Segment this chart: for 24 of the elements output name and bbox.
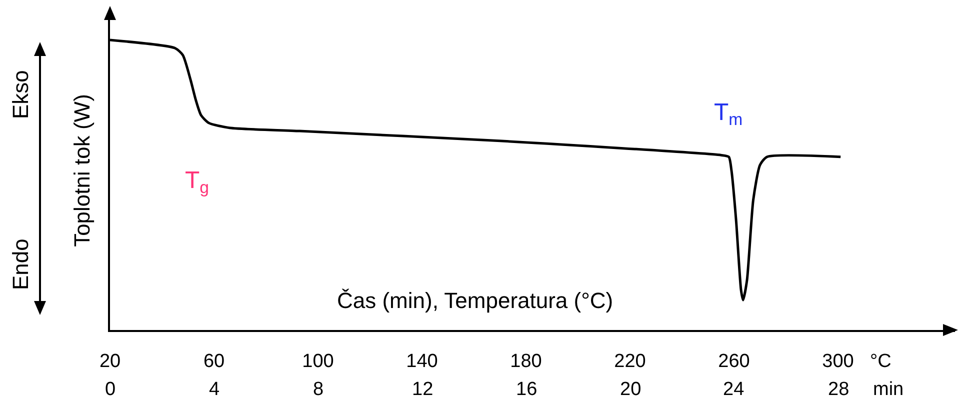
text: Endo <box>8 238 33 290</box>
x-tick-label: 300 <box>822 350 854 372</box>
x2-tick-label: 8 <box>313 379 324 400</box>
x2-tick-label: 4 <box>209 379 220 400</box>
x2-tick-label: 24 <box>723 379 745 400</box>
x-tick-label: 100 <box>302 350 334 372</box>
x2-axis-title: min <box>873 379 904 400</box>
x-axis-title: °C <box>870 351 892 372</box>
text: Ekso <box>8 70 33 119</box>
x2-tick-label: 0 <box>105 379 116 400</box>
x2-tick-label: 12 <box>412 379 434 400</box>
x-tick-label: 260 <box>718 350 750 372</box>
x2-tick-label: 28 <box>828 379 850 400</box>
annotation: Čas (min), Temperatura (°C) <box>337 288 614 313</box>
annotation: T$_{g}$ <box>185 167 210 198</box>
x-tick-label: 20 <box>99 350 121 372</box>
x-tick-label: 140 <box>406 350 438 372</box>
x-tick-label: 180 <box>510 350 542 372</box>
x2-tick-label: 16 <box>516 379 538 400</box>
annotation: T$_{m}$ <box>714 99 743 130</box>
y-axis-title: Toplotni tok (W) <box>69 94 94 247</box>
x-tick-label: 220 <box>614 350 646 372</box>
x2-tick-label: 20 <box>620 379 642 400</box>
x-tick-label: 60 <box>203 350 225 372</box>
